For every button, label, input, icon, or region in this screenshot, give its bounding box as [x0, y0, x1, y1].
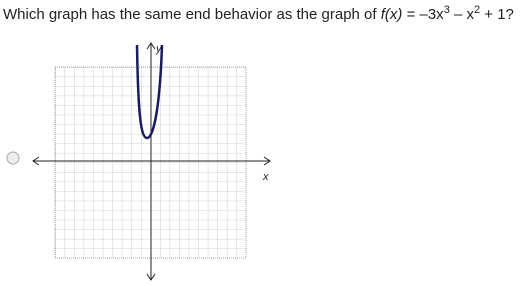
- axes: [32, 42, 271, 281]
- equation: = –3x: [402, 6, 444, 23]
- equation: + 1?: [480, 6, 514, 23]
- question-text: Which graph has the same end behavior as…: [3, 6, 381, 23]
- curve: [135, 44, 164, 140]
- y-axis-label: y: [155, 43, 163, 55]
- function-name: f(x): [380, 6, 403, 23]
- exponent: 3: [443, 4, 450, 16]
- exponent: 2: [474, 4, 481, 16]
- radio-button[interactable]: [6, 151, 20, 165]
- x-axis-label: x: [262, 171, 269, 183]
- equation: – x: [449, 6, 474, 23]
- question: Which graph has the same end behavior as…: [3, 4, 514, 24]
